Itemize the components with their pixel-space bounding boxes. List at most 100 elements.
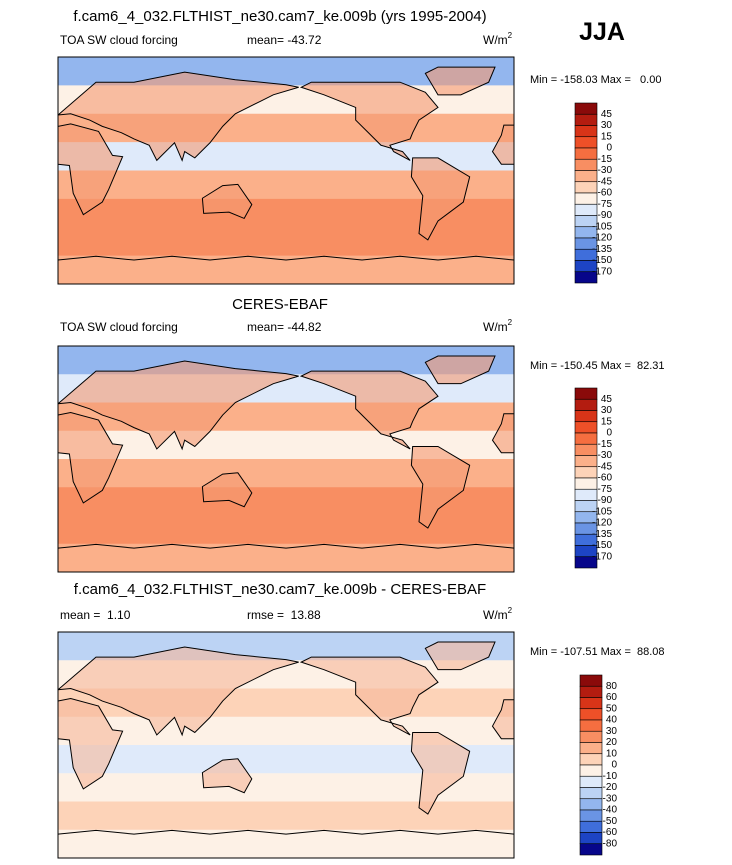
map — [57, 56, 515, 285]
colorbar-label: -105 — [592, 506, 612, 517]
colorbar-box — [574, 398, 598, 411]
coastline — [299, 370, 439, 450]
colorbar-label: 0 — [606, 428, 612, 439]
min-max-label: Min = -107.51 Max = 88.08 — [530, 646, 665, 658]
coastline — [58, 123, 124, 216]
colorbar-label: 0 — [606, 143, 612, 154]
coastline — [58, 698, 124, 790]
map-frame — [57, 56, 515, 285]
units-base: W/m — [483, 33, 508, 47]
colorbar-box — [574, 477, 598, 490]
colorbar-box — [579, 809, 603, 822]
colorbar-label: -45 — [598, 461, 613, 472]
colorbar-box — [574, 136, 598, 149]
colorbar-box — [579, 764, 603, 777]
units-base: W/m — [483, 320, 508, 334]
colorbar-label: -150 — [592, 255, 612, 266]
colorbar-label: -150 — [592, 540, 612, 551]
colorbar-box — [574, 158, 598, 171]
left-label: mean = 1.10 — [60, 608, 131, 622]
colorbar-label: 10 — [606, 748, 618, 759]
left-label: TOA SW cloud forcing — [60, 320, 178, 334]
coastline — [424, 66, 496, 96]
coastline — [424, 641, 496, 671]
colorbar-box — [579, 674, 603, 687]
colorbar-box — [579, 787, 603, 800]
colorbar-label: 0 — [611, 760, 617, 771]
field-band — [58, 227, 514, 257]
season-label: JJA — [579, 18, 625, 46]
coastline — [491, 699, 514, 740]
min-max-label: Min = -150.45 Max = 82.31 — [530, 360, 665, 372]
coastline — [410, 157, 471, 241]
units-label: W/m2 — [483, 31, 513, 47]
map — [57, 345, 515, 573]
colorbar-label: 45 — [601, 394, 613, 405]
colorbar-label: 30 — [606, 726, 618, 737]
colorbar-box — [574, 113, 598, 126]
colorbar-label: 20 — [606, 737, 618, 748]
coastline — [299, 656, 439, 736]
colorbar-label: -120 — [592, 233, 612, 244]
colorbar-label: -15 — [598, 154, 613, 165]
colorbar-box — [579, 843, 603, 856]
colorbar-box — [574, 432, 598, 445]
antarctic-coast — [58, 829, 514, 835]
colorbar-label: 50 — [606, 703, 618, 714]
colorbar-label: -10 — [603, 771, 618, 782]
colorbar-label: -15 — [598, 439, 613, 450]
coastline — [410, 445, 471, 529]
colorbar-box — [574, 271, 598, 284]
colorbar-box — [574, 125, 598, 138]
colorbar-label: -105 — [592, 221, 612, 232]
units-label: W/m2 — [483, 318, 513, 334]
map-body — [58, 346, 514, 572]
colorbar-label: -135 — [592, 244, 612, 255]
colorbar-label: -40 — [603, 805, 618, 816]
left-label: TOA SW cloud forcing — [60, 33, 178, 47]
colorbar-box — [574, 102, 598, 115]
colorbar-box — [574, 192, 598, 205]
colorbar-box — [574, 170, 598, 183]
coastline — [201, 183, 253, 220]
colorbar-label: -20 — [603, 782, 618, 793]
colorbar-box — [579, 798, 603, 811]
coastline — [410, 731, 471, 815]
colorbar-box — [574, 203, 598, 216]
colorbar-box — [579, 742, 603, 755]
map-body — [58, 632, 514, 858]
colorbar-label: -170 — [592, 266, 612, 277]
colorbar-box — [574, 147, 598, 160]
colorbar-box — [579, 820, 603, 833]
colorbar-label: -90 — [598, 495, 613, 506]
colorbar-box — [579, 708, 603, 721]
colorbar-label: -90 — [598, 210, 613, 221]
colorbar-label: -75 — [598, 199, 613, 210]
colorbar-label: -60 — [598, 188, 613, 199]
coastline — [491, 124, 514, 165]
map-frame — [57, 345, 515, 573]
antarctic-coast — [58, 255, 514, 261]
colorbar-label: -75 — [598, 484, 613, 495]
colorbar-box — [574, 387, 598, 400]
colorbar-label: 15 — [601, 131, 613, 142]
colorbar-label: 80 — [606, 681, 618, 692]
colorbar-label: 30 — [601, 405, 613, 416]
center-label: mean= -44.82 — [247, 320, 322, 334]
colorbar-label: -30 — [598, 165, 613, 176]
coastline — [201, 472, 253, 508]
colorbar-box — [574, 466, 598, 479]
panel-title: f.cam6_4_032.FLTHIST_ne30.cam7_ke.009b -… — [74, 581, 486, 598]
colorbar-label: -45 — [598, 176, 613, 187]
colorbar-box — [579, 697, 603, 710]
colorbar-label: -170 — [592, 551, 612, 562]
colorbar-label: -120 — [592, 518, 612, 529]
center-label: rmse = 13.88 — [247, 608, 321, 622]
colorbar-label: 45 — [601, 109, 613, 120]
units-base: W/m — [483, 608, 508, 622]
colorbar-box — [574, 556, 598, 569]
colorbar-box — [574, 443, 598, 456]
colorbar-box — [579, 775, 603, 788]
colorbar-box — [574, 410, 598, 423]
